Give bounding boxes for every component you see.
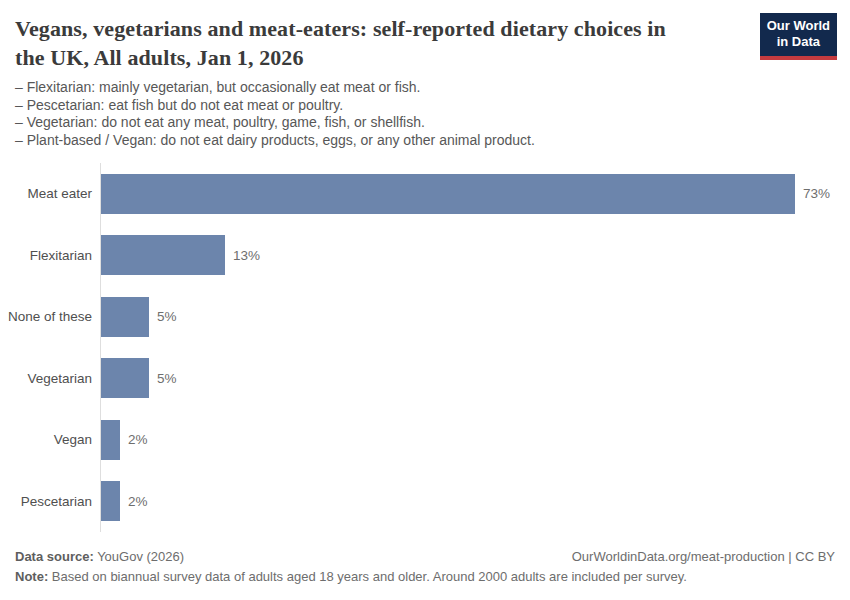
bar-row: Vegetarian 5% [0,348,850,410]
category-label: Meat eater [0,186,101,201]
footer-sources-row: Data source: YouGov (2026) OurWorldinDat… [15,549,835,564]
data-source-text: Data source: YouGov (2026) [15,549,184,564]
data-source-value: YouGov (2026) [94,549,184,564]
value-label: 13% [233,248,260,263]
data-source-label: Data source: [15,549,94,564]
bar-rows: Meat eater 73% Flexitarian 13% None of these… [0,163,850,532]
owid-logo-line-1: Our World [767,18,830,34]
subtitle-line-vegetarian: – Vegetarian: do not eat any meat, poult… [15,114,835,132]
bar[interactable] [101,420,120,460]
value-label: 5% [157,371,177,386]
bar[interactable] [101,297,149,337]
subtitle-line-flexitarian: – Flexitarian: mainly vegetarian, but oc… [15,79,835,97]
note-label: Note: [15,569,48,584]
value-label: 73% [803,186,830,201]
subtitle-line-vegan: – Plant-based / Vegan: do not eat dairy … [15,132,835,150]
value-label: 2% [128,494,148,509]
bar-area: 5% [101,348,850,410]
bar-row: Meat eater 73% [0,163,850,225]
note-value: Based on biannual survey data of adults … [48,569,687,584]
value-label: 5% [157,309,177,324]
bar-area: 2% [101,471,850,533]
owid-logo-line-2: in Data [767,34,830,50]
category-label: None of these [0,309,101,324]
owid-attribution-link[interactable]: OurWorldinData.org/meat-production | CC … [572,549,835,564]
category-label: Pescetarian [0,494,101,509]
bar[interactable] [101,481,120,521]
category-label: Vegetarian [0,371,101,386]
category-label: Flexitarian [0,248,101,263]
bar-row: None of these 5% [0,286,850,348]
chart-footer: Data source: YouGov (2026) OurWorldinDat… [0,549,850,584]
bar-area: 2% [101,409,850,471]
page-title-line-2: the UK, All adults, Jan 1, 2026 [15,44,760,73]
bar[interactable] [101,174,795,214]
bar-row: Pescetarian 2% [0,471,850,533]
bar-area: 5% [101,286,850,348]
bar-row: Vegan 2% [0,409,850,471]
chart-header: Vegans, vegetarians and meat-eaters: sel… [0,0,850,149]
chart-subtitle: – Flexitarian: mainly vegetarian, but oc… [15,79,835,149]
value-label: 2% [128,432,148,447]
bar-area: 13% [101,225,850,287]
subtitle-line-pescetarian: – Pescetarian: eat fish but do not eat m… [15,97,835,115]
footer-note-row: Note: Based on biannual survey data of a… [15,569,835,584]
owid-logo[interactable]: Our World in Data [760,13,837,60]
bar-chart: Meat eater 73% Flexitarian 13% None of these… [0,163,850,532]
bar-row: Flexitarian 13% [0,225,850,287]
page-title: Vegans, vegetarians and meat-eaters: sel… [15,15,760,72]
category-label: Vegan [0,432,101,447]
bar-area: 73% [101,163,850,225]
page-title-line-1: Vegans, vegetarians and meat-eaters: sel… [15,15,760,44]
bar[interactable] [101,235,225,275]
bar[interactable] [101,358,149,398]
owid-chart-page: Vegans, vegetarians and meat-eaters: sel… [0,0,850,600]
